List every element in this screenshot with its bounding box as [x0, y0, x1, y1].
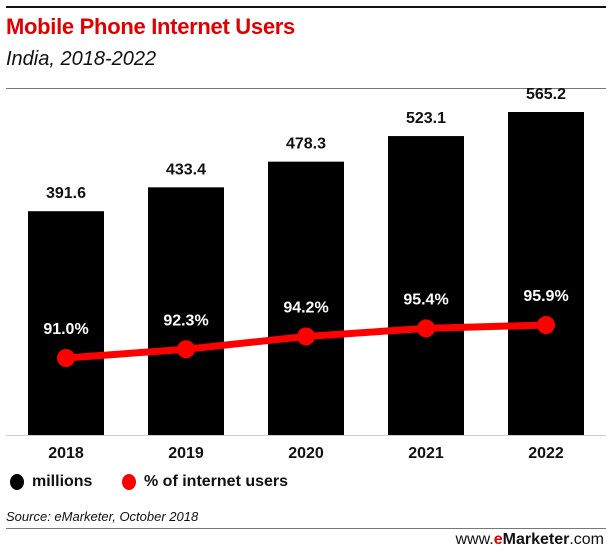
- percent-value-label: 95.4%: [403, 291, 448, 308]
- x-tick-label: 2022: [528, 445, 564, 462]
- top-rule: [6, 6, 606, 8]
- bar-2020: [268, 161, 344, 435]
- bar-value-label: 523.1: [406, 110, 446, 127]
- percent-point-2022: [537, 316, 555, 335]
- bar-value-label: 391.6: [46, 185, 86, 202]
- legend-label: % of internet users: [144, 473, 289, 490]
- legend-item-percent: % of internet users: [122, 473, 288, 491]
- bar-value-label: 433.4: [166, 161, 206, 178]
- chart-subtitle: India, 2018-2022: [6, 48, 157, 70]
- plot-area: 391.6 2018 433.4 2019 478.3 2020 523.1 2021 565.…: [6, 86, 606, 462]
- legend-label: millions: [32, 473, 93, 490]
- brand-logo: www.eMarketer.com: [455, 531, 604, 548]
- footer-rule: [6, 528, 606, 529]
- header-rule: [6, 88, 606, 89]
- legend-swatch-millions: [10, 474, 24, 490]
- bar-value-label: 565.2: [526, 86, 566, 103]
- percent-value-label: 95.9%: [523, 288, 568, 305]
- percent-value-label: 91.0%: [43, 321, 88, 338]
- bar-2022: [508, 112, 584, 435]
- x-tick-label: 2019: [168, 445, 204, 462]
- legend-item-millions: millions: [10, 473, 92, 491]
- x-tick-label: 2020: [288, 445, 324, 462]
- percent-point-2018: [57, 349, 75, 367]
- bar-value-label: 478.3: [286, 136, 326, 153]
- bar-2018: [28, 211, 104, 435]
- chart-title: Mobile Phone Internet Users: [6, 14, 295, 39]
- percent-point-2021: [417, 319, 435, 338]
- bar-2019: [148, 187, 224, 435]
- percent-value-label: 92.3%: [163, 312, 208, 329]
- x-tick-label: 2018: [48, 445, 84, 462]
- source-note: Source: eMarketer, October 2018: [6, 509, 199, 524]
- percent-point-2020: [297, 327, 315, 346]
- x-tick-label: 2021: [408, 445, 444, 462]
- percent-point-2019: [177, 340, 195, 359]
- percent-value-label: 94.2%: [283, 299, 328, 316]
- bar-2021: [388, 136, 464, 435]
- legend-swatch-percent: [122, 474, 136, 490]
